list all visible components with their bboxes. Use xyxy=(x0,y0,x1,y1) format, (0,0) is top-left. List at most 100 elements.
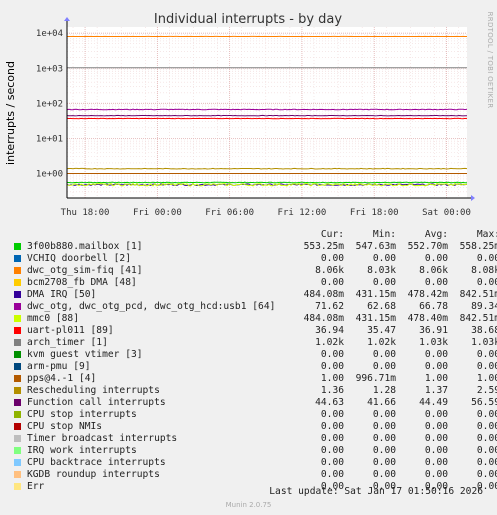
axes xyxy=(64,17,475,201)
legend-max: 56.59 xyxy=(471,396,497,408)
legend-label: DMA IRQ [50] xyxy=(27,288,97,300)
legend-min: 8.03k xyxy=(367,264,396,276)
legend-swatch xyxy=(14,266,21,274)
legend-max: 842.51m xyxy=(459,288,497,300)
legend-avg: 0.00 xyxy=(424,468,448,480)
legend-swatch xyxy=(14,338,21,346)
legend-row: IRQ work interrupts 0.00 0.00 0.00 0.00 xyxy=(8,444,497,456)
rrdtool-side-label: RRDTOOL / TOBI OETIKER xyxy=(486,12,494,109)
legend-avg: 66.78 xyxy=(419,300,448,312)
legend-min: 547.63m xyxy=(355,240,396,252)
legend-head-max: Max: xyxy=(476,228,497,240)
legend-swatch xyxy=(14,410,21,418)
legend-swatch xyxy=(14,422,21,430)
legend-label: dwc_otg, dwc_otg_pcd, dwc_otg_hcd:usb1 [… xyxy=(27,300,276,312)
legend-max: 0.00 xyxy=(476,444,497,456)
y-axis-label: interrupts / second xyxy=(4,61,17,165)
legend-row: dwc_otg_sim-fiq [41] 8.06k 8.03k 8.06k 8.08k xyxy=(8,264,497,276)
legend-row: CPU stop NMIs 0.00 0.00 0.00 0.00 xyxy=(8,420,497,432)
legend-swatch xyxy=(14,482,21,490)
legend-head-cur: Cur: xyxy=(320,228,344,240)
legend-label: pps@4.-1 [4] xyxy=(27,372,97,384)
chart-title: Individual interrupts - by day xyxy=(154,12,342,27)
legend-cur: 484.08m xyxy=(303,312,344,324)
legend-label: arm-pmu [9] xyxy=(27,360,91,372)
legend-cur: 36.94 xyxy=(315,324,344,336)
legend-cur: 0.00 xyxy=(320,360,344,372)
legend-row: Rescheduling interrupts 1.36 1.28 1.37 2.59 xyxy=(8,384,497,396)
series-line xyxy=(67,181,467,184)
legend-avg: 44.49 xyxy=(419,396,448,408)
legend-row: CPU stop interrupts 0.00 0.00 0.00 0.00 xyxy=(8,408,497,420)
legend-row: mmc0 [88] 484.08m 431.15m 478.40m 842.51m xyxy=(8,312,497,324)
legend-row: CPU backtrace interrupts 0.00 0.00 0.00 0.00 xyxy=(8,456,497,468)
legend-cur: 0.00 xyxy=(320,252,344,264)
legend-cur: 0.00 xyxy=(320,480,344,492)
legend-max: 0.00 xyxy=(476,468,497,480)
legend-avg: 1.00 xyxy=(424,372,448,384)
legend-avg: 8.06k xyxy=(419,264,448,276)
legend-label: Err xyxy=(27,480,45,492)
legend-min: 0.00 xyxy=(372,420,396,432)
munin-version: Munin 2.0.75 xyxy=(225,501,272,509)
legend-rows: 3f00b880.mailbox [1] 553.25m 547.63m 552.70… xyxy=(8,240,497,492)
legend-avg: 478.42m xyxy=(407,288,448,300)
legend-min: 35.47 xyxy=(367,324,396,336)
x-tick-label: Fri 06:00 xyxy=(205,208,254,218)
legend-label: IRQ work interrupts xyxy=(27,444,137,456)
legend-min: 431.15m xyxy=(355,312,396,324)
legend-min: 431.15m xyxy=(355,288,396,300)
legend-cur: 8.06k xyxy=(315,264,344,276)
legend-label: arch_timer [1] xyxy=(27,336,108,348)
legend-row: 3f00b880.mailbox [1] 553.25m 547.63m 552.70… xyxy=(8,240,497,252)
x-axis-arrow xyxy=(471,195,475,201)
legend-cur: 0.00 xyxy=(320,408,344,420)
legend-cur: 1.02k xyxy=(315,336,344,348)
legend-max: 8.08k xyxy=(471,264,497,276)
y-tick-label: 1e+01 xyxy=(36,134,63,144)
legend-max: 38.68 xyxy=(471,324,497,336)
legend-cur: 484.08m xyxy=(303,288,344,300)
legend-max: 842.51m xyxy=(459,312,497,324)
legend-row: dwc_otg, dwc_otg_pcd, dwc_otg_hcd:usb1 [… xyxy=(8,300,497,312)
legend-swatch xyxy=(14,446,21,454)
legend-max: 0.00 xyxy=(476,348,497,360)
legend-max: 0.00 xyxy=(476,480,497,492)
legend-label: CPU stop interrupts xyxy=(27,408,137,420)
legend-min: 1.02k xyxy=(367,336,396,348)
legend-cur: 0.00 xyxy=(320,456,344,468)
legend-swatch xyxy=(14,302,21,310)
y-tick-label: 1e+02 xyxy=(36,99,63,109)
legend-avg: 0.00 xyxy=(424,408,448,420)
legend-swatch xyxy=(14,350,21,358)
legend-label: Timer broadcast interrupts xyxy=(27,432,178,444)
legend-row: arm-pmu [9] 0.00 0.00 0.00 0.00 xyxy=(8,360,497,372)
series-line xyxy=(66,108,468,111)
legend-max: 0.00 xyxy=(476,252,497,264)
legend-max: 1.03k xyxy=(471,336,497,348)
legend-label: Rescheduling interrupts xyxy=(27,384,160,396)
series-lines xyxy=(66,35,468,187)
legend-cur: 0.00 xyxy=(320,348,344,360)
last-update: Last update: Sat Jan 17 01:50:16 2026 xyxy=(269,486,483,497)
legend-avg: 0.00 xyxy=(424,252,448,264)
legend-head-min: Min: xyxy=(372,228,396,240)
legend-head-avg: Avg: xyxy=(424,228,448,240)
legend-min: 0.00 xyxy=(372,456,396,468)
legend-label: CPU stop NMIs xyxy=(27,420,103,432)
legend-avg: 0.00 xyxy=(424,456,448,468)
legend-min: 0.00 xyxy=(372,432,396,444)
series-line xyxy=(66,114,467,117)
legend-cur: 0.00 xyxy=(320,276,344,288)
x-tick-label: Fri 12:00 xyxy=(278,208,327,218)
legend-swatch xyxy=(14,374,21,382)
legend-row: DMA IRQ [50] 484.08m 431.15m 478.42m 842.51m xyxy=(8,288,497,300)
legend-max: 0.00 xyxy=(476,420,497,432)
legend-max: 0.00 xyxy=(476,432,497,444)
legend-swatch xyxy=(14,278,21,286)
legend-row: VCHIQ doorbell [2] 0.00 0.00 0.00 0.00 xyxy=(8,252,497,264)
legend-avg: 552.70m xyxy=(407,240,448,252)
legend-min: 41.66 xyxy=(367,396,396,408)
legend-swatch xyxy=(14,254,21,262)
tick-labels: 1e+00 1e+01 1e+02 1e+03 1e+04 Thu 18:00 Fri 00… xyxy=(36,29,471,218)
